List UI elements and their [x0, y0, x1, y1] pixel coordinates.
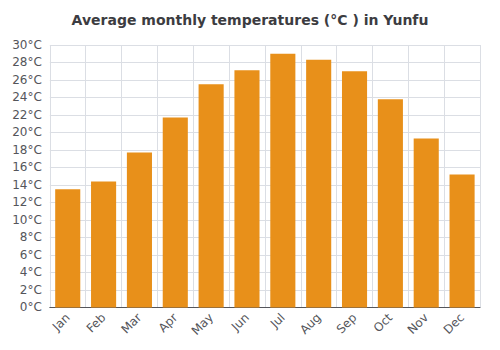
svg-text:Aug: Aug: [297, 311, 323, 337]
svg-text:20°C: 20°C: [12, 125, 42, 139]
svg-text:4°C: 4°C: [20, 265, 42, 279]
svg-text:6°C: 6°C: [20, 248, 42, 262]
svg-text:Jun: Jun: [228, 311, 252, 335]
svg-text:Average monthly temperatures (: Average monthly temperatures (°C ) in Yu…: [72, 12, 429, 28]
svg-text:Jan: Jan: [49, 311, 73, 335]
svg-text:Dec: Dec: [441, 311, 467, 337]
svg-text:12°C: 12°C: [12, 195, 42, 209]
svg-text:30°C: 30°C: [12, 38, 42, 52]
svg-text:Oct: Oct: [371, 310, 396, 335]
svg-text:26°C: 26°C: [12, 73, 42, 87]
svg-text:Nov: Nov: [405, 311, 431, 337]
svg-text:8°C: 8°C: [20, 230, 42, 244]
svg-text:Mar: Mar: [118, 310, 144, 336]
svg-text:May: May: [189, 311, 216, 338]
svg-text:22°C: 22°C: [12, 108, 42, 122]
svg-text:14°C: 14°C: [12, 178, 42, 192]
svg-text:24°C: 24°C: [12, 90, 42, 104]
svg-text:16°C: 16°C: [12, 160, 42, 174]
svg-text:18°C: 18°C: [12, 143, 42, 157]
svg-text:0°C: 0°C: [20, 300, 42, 314]
svg-text:Sep: Sep: [334, 311, 360, 337]
svg-text:Apr: Apr: [156, 310, 181, 335]
svg-text:Feb: Feb: [84, 311, 109, 336]
svg-text:2°C: 2°C: [20, 283, 42, 297]
svg-text:28°C: 28°C: [12, 55, 42, 69]
svg-text:10°C: 10°C: [12, 213, 42, 227]
svg-text:Jul: Jul: [267, 311, 288, 332]
